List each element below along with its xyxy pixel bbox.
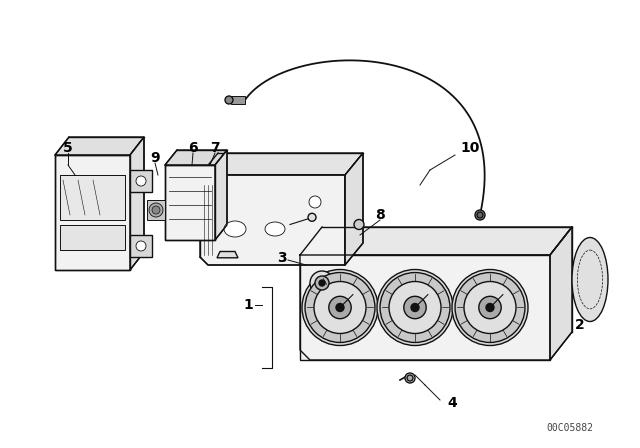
Circle shape [149, 203, 163, 217]
Circle shape [152, 206, 160, 214]
Circle shape [464, 281, 516, 333]
Circle shape [225, 96, 233, 104]
Polygon shape [345, 153, 363, 265]
Bar [147, 200, 165, 220]
Text: 5: 5 [63, 141, 73, 155]
Text: 10: 10 [460, 141, 480, 155]
Circle shape [314, 281, 366, 333]
Polygon shape [130, 170, 152, 192]
Ellipse shape [265, 222, 285, 236]
Circle shape [377, 270, 453, 345]
Circle shape [486, 303, 494, 311]
Polygon shape [130, 137, 144, 270]
Circle shape [477, 212, 483, 218]
Circle shape [411, 303, 419, 311]
Circle shape [380, 272, 450, 342]
Polygon shape [55, 155, 130, 270]
Text: 4: 4 [447, 396, 457, 410]
Polygon shape [130, 235, 152, 257]
Circle shape [405, 373, 415, 383]
Text: 7: 7 [210, 141, 220, 155]
Text: 1: 1 [243, 298, 253, 312]
Circle shape [336, 303, 344, 311]
Circle shape [475, 210, 485, 220]
Circle shape [407, 375, 413, 381]
Circle shape [452, 270, 528, 345]
Ellipse shape [572, 237, 608, 322]
Polygon shape [200, 153, 363, 175]
Text: 8: 8 [375, 208, 385, 222]
Polygon shape [200, 175, 345, 265]
Text: 6: 6 [188, 141, 198, 155]
Polygon shape [217, 251, 238, 258]
Circle shape [455, 272, 525, 342]
Text: 9: 9 [150, 151, 160, 165]
Polygon shape [165, 150, 227, 165]
Polygon shape [300, 255, 550, 360]
Polygon shape [550, 227, 572, 360]
Circle shape [329, 296, 351, 319]
Circle shape [479, 296, 501, 319]
Bar [60, 225, 125, 250]
Text: 2: 2 [575, 318, 585, 332]
Circle shape [404, 296, 426, 319]
Polygon shape [300, 227, 572, 255]
Ellipse shape [224, 221, 246, 237]
Circle shape [309, 196, 321, 208]
Text: 00C05882: 00C05882 [547, 423, 593, 433]
Circle shape [136, 241, 146, 251]
Circle shape [308, 213, 316, 221]
Circle shape [389, 281, 441, 333]
Circle shape [354, 220, 364, 229]
Bar [231, 96, 245, 104]
Polygon shape [215, 150, 227, 240]
Circle shape [315, 276, 329, 290]
Bar [60, 175, 125, 220]
Circle shape [302, 270, 378, 345]
Text: 3: 3 [277, 251, 287, 265]
Circle shape [310, 271, 334, 295]
Polygon shape [55, 137, 144, 155]
Circle shape [136, 176, 146, 186]
Polygon shape [165, 165, 215, 240]
Circle shape [319, 280, 325, 286]
Circle shape [305, 272, 375, 342]
